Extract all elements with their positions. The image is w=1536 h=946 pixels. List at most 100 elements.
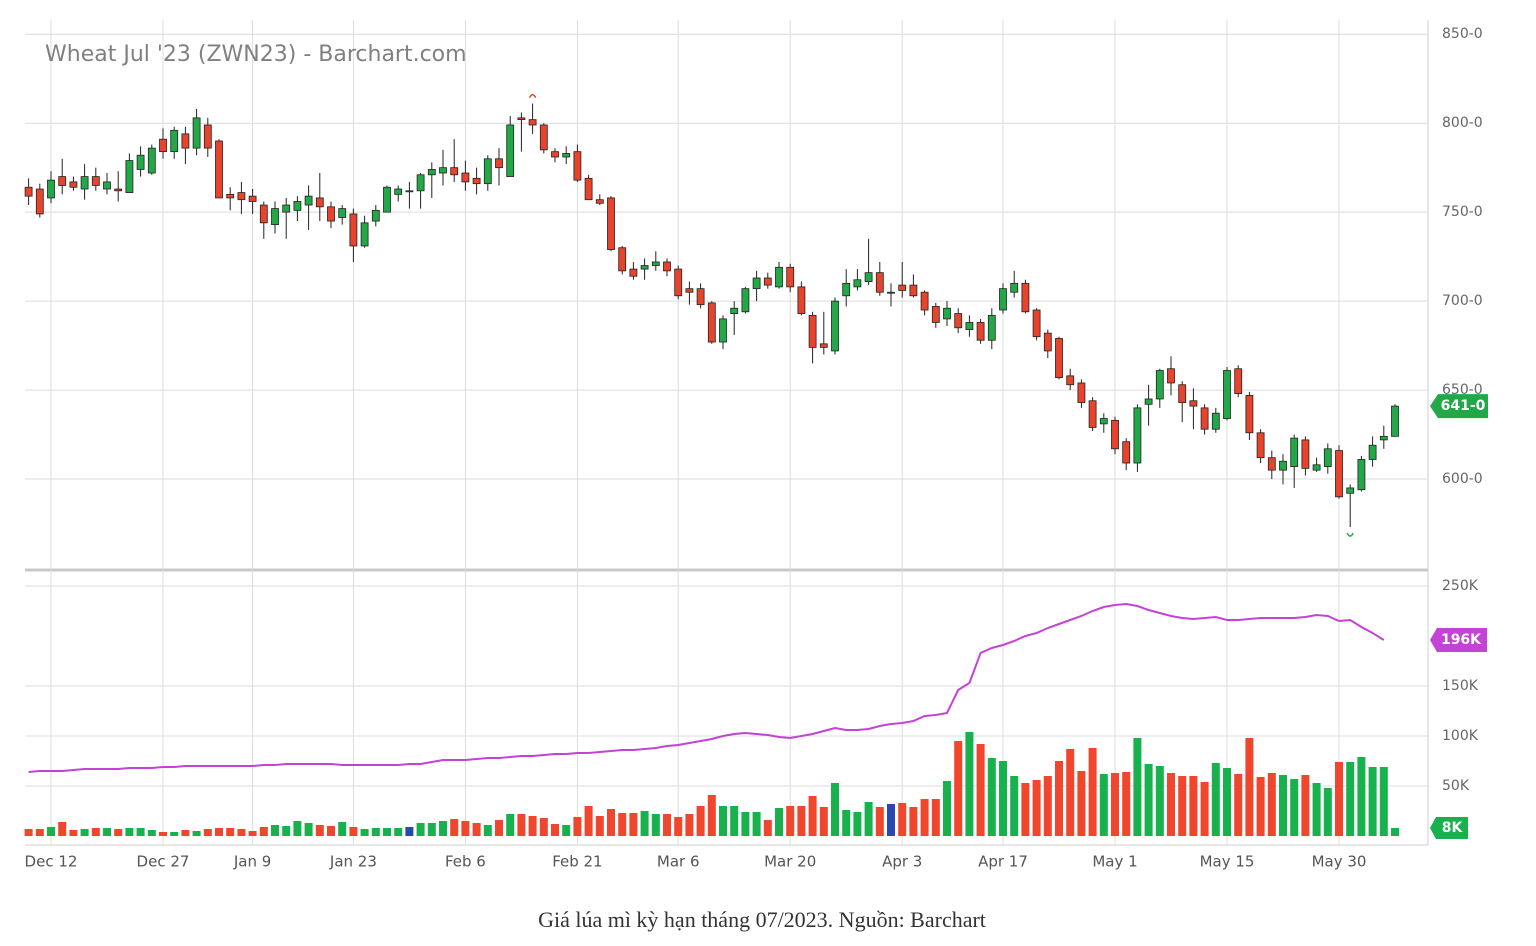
candle-body xyxy=(282,204,291,213)
candle-body xyxy=(1290,437,1299,467)
volume-bar xyxy=(1133,738,1142,836)
volume-bar xyxy=(1122,772,1131,836)
y-tick-label: 750-0 xyxy=(1442,204,1483,220)
volume-bar xyxy=(483,825,492,836)
volume-bar xyxy=(136,828,145,836)
candle-body xyxy=(1234,368,1243,395)
candle-body xyxy=(651,261,660,266)
last-price-badge xyxy=(1430,394,1488,419)
x-tick-label: Mar 6 xyxy=(657,853,700,871)
candle-body xyxy=(517,117,526,121)
volume-bar xyxy=(427,823,436,836)
volume-bar xyxy=(282,826,291,836)
volume-bar xyxy=(752,812,761,836)
volume-bar xyxy=(1357,757,1366,836)
candle-body xyxy=(528,119,537,126)
volume-bar xyxy=(618,813,627,836)
volume-bar xyxy=(69,830,78,836)
x-tick-label: Dec 12 xyxy=(25,853,78,871)
volume-bar xyxy=(1099,774,1108,836)
volume-bar xyxy=(797,806,806,836)
candle-body xyxy=(271,208,279,226)
candle-body xyxy=(562,153,571,158)
high-marker xyxy=(528,93,537,98)
candle-body xyxy=(1032,309,1041,338)
volume-bar xyxy=(819,807,828,836)
volume-bar xyxy=(607,809,615,836)
volume-bar xyxy=(360,829,369,836)
volume-bar xyxy=(786,806,795,836)
candle-body xyxy=(360,222,369,247)
volume-bar xyxy=(125,828,134,836)
volume-bar xyxy=(1290,779,1299,836)
candle-body xyxy=(506,124,515,177)
candle-body xyxy=(943,307,951,320)
volume-bar xyxy=(1234,774,1243,836)
volume-bar xyxy=(965,732,974,836)
volume-bar xyxy=(584,806,593,836)
x-tick-label: Apr 3 xyxy=(882,853,922,871)
volume-bar xyxy=(1368,767,1377,836)
candle-body xyxy=(226,193,235,199)
candle-body xyxy=(472,177,481,185)
candle-body xyxy=(875,272,884,293)
candle-body xyxy=(349,213,358,247)
candle-body xyxy=(192,117,201,149)
last-volume-badge xyxy=(1430,817,1468,839)
volume-bar xyxy=(47,827,55,836)
volume-bar xyxy=(315,825,324,836)
candle-body xyxy=(315,197,324,208)
low-marker xyxy=(1346,532,1354,537)
volume-bar xyxy=(91,828,100,836)
volume-bar xyxy=(920,799,929,836)
candle-body xyxy=(965,322,974,330)
volume-bar xyxy=(1189,776,1198,836)
open-interest-label: 196K xyxy=(1441,632,1482,648)
volume-bar xyxy=(416,823,425,836)
last-price-label: 641-0 xyxy=(1441,398,1486,414)
y-tick-label: 600-0 xyxy=(1442,471,1483,487)
candle-body xyxy=(91,176,100,186)
volume-bar xyxy=(763,820,772,836)
candle-body xyxy=(181,133,190,149)
volume-bar xyxy=(1167,773,1175,836)
candle-body xyxy=(439,167,447,174)
candle-body xyxy=(674,268,683,297)
candle-body xyxy=(741,288,750,313)
candle-body xyxy=(920,291,929,311)
candle-body xyxy=(1077,382,1086,403)
candle-body xyxy=(203,124,212,149)
labels: Dec 12 Dec 27 Jan 9 Jan 23 Feb 6 Feb 21 Mar 6 M… xyxy=(25,394,1488,871)
volume-bar xyxy=(304,823,313,836)
candle-body xyxy=(24,186,33,197)
candle-body xyxy=(719,318,727,343)
candle-body xyxy=(629,268,638,277)
volume-bar xyxy=(1111,773,1119,836)
x-tick-label: May 1 xyxy=(1092,853,1137,871)
candle-body xyxy=(707,302,716,343)
candle-body xyxy=(136,154,145,170)
volume-bar xyxy=(685,814,694,836)
candle-body xyxy=(259,204,268,224)
candle-body xyxy=(237,192,246,201)
candle-body xyxy=(1010,282,1019,293)
volume-bar xyxy=(853,812,862,836)
candle-body xyxy=(1335,450,1343,498)
x-tick-label: Jan 23 xyxy=(329,853,377,871)
candle-body xyxy=(775,266,783,288)
volume-bar xyxy=(147,830,156,836)
candle-body xyxy=(786,266,795,288)
candle-body xyxy=(1301,439,1310,469)
volume-bar xyxy=(203,829,212,836)
candle-body xyxy=(853,279,862,288)
volume-bar xyxy=(1155,766,1164,836)
volume-bar xyxy=(875,807,884,836)
volume-bar xyxy=(1032,780,1041,836)
volume-bar xyxy=(909,807,918,836)
candle-body xyxy=(147,147,156,174)
candle-body xyxy=(1379,435,1388,441)
volume-bar xyxy=(629,813,638,836)
candle-body xyxy=(864,272,873,282)
volume-bar xyxy=(573,817,582,836)
volume-bar xyxy=(506,814,515,836)
